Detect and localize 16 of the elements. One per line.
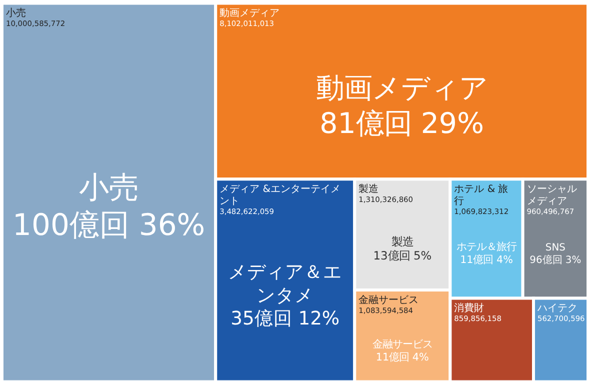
text: 動画メディア 81億回 29% xyxy=(316,71,488,140)
category-label: ソーシャルメディア xyxy=(526,184,577,208)
category-label: ハイテク xyxy=(536,303,578,314)
text: ホテル＆旅行 11億回 4% xyxy=(456,241,516,266)
category-label: メディア &エンターテイメント xyxy=(220,184,341,208)
text: SNS 96億回 3% xyxy=(530,242,582,266)
category-label: ホテル & 旅行 xyxy=(454,183,508,208)
category-label: 小売 xyxy=(6,7,26,20)
text: 金融サービス 11億回 4% xyxy=(372,338,432,364)
text: メディア＆エンタメ 35億回 12% xyxy=(228,262,342,330)
category-label: 消費財 xyxy=(454,302,484,314)
text: 製造 13億回 5% xyxy=(373,234,432,263)
category-label: 金融サービス xyxy=(358,294,419,306)
text: 小売 100億回 36% xyxy=(12,170,206,243)
category-label: 製造 xyxy=(358,183,379,196)
category-label: 動画メディア xyxy=(220,8,280,20)
